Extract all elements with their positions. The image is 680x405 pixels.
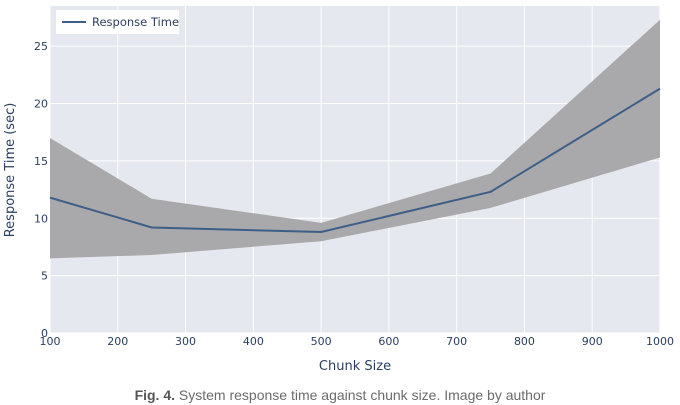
data-point xyxy=(489,190,493,194)
x-tick-label: 500 xyxy=(311,335,332,348)
figure-caption: Fig. 4. System response time against chu… xyxy=(0,386,680,404)
legend-label: Response Time xyxy=(92,15,179,29)
data-point xyxy=(150,225,154,229)
x-axis-ticks: 100 200 300 400 500 600 700 800 900 1000 xyxy=(40,335,675,348)
y-tick-label: 10 xyxy=(34,212,48,225)
y-tick-label: 0 xyxy=(41,327,48,340)
data-point xyxy=(319,230,323,234)
y-tick-label: 25 xyxy=(34,40,48,53)
y-axis-ticks: 0 5 10 15 20 25 xyxy=(34,40,48,340)
confidence-band xyxy=(50,19,660,259)
x-tick-label: 200 xyxy=(107,335,128,348)
x-tick-label: 700 xyxy=(446,335,467,348)
series-line-response-time xyxy=(49,87,661,234)
grid-lines xyxy=(49,6,661,334)
x-tick-label: 400 xyxy=(243,335,264,348)
y-tick-label: 20 xyxy=(34,98,48,111)
caption-text: System response time against chunk size.… xyxy=(175,387,546,403)
x-tick-label: 1000 xyxy=(646,335,674,348)
x-tick-label: 900 xyxy=(582,335,603,348)
y-axis-label: Response Time (sec) xyxy=(3,103,18,238)
legend: Response Time xyxy=(56,10,179,34)
figure-label: Fig. 4. xyxy=(134,387,176,403)
x-tick-label: 800 xyxy=(514,335,535,348)
x-axis-label: Chunk Size xyxy=(319,359,391,374)
y-tick-label: 5 xyxy=(41,270,48,283)
x-tick-label: 300 xyxy=(175,335,196,348)
data-point xyxy=(658,87,662,91)
x-tick-label: 600 xyxy=(378,335,399,348)
data-point xyxy=(48,196,52,200)
y-tick-label: 15 xyxy=(34,155,48,168)
x-tick-label: 100 xyxy=(40,335,61,348)
